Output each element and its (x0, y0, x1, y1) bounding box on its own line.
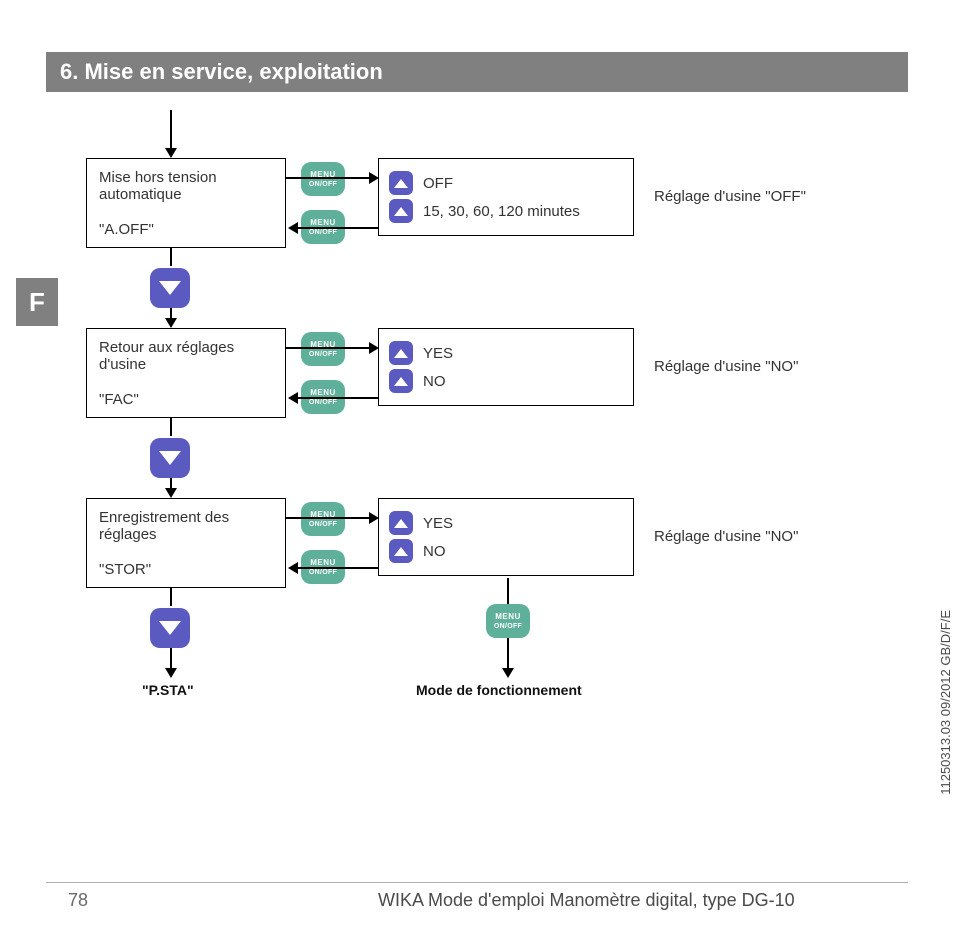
section-title: 6. Mise en service, exploitation (60, 59, 383, 84)
opt-stor-1: NO (423, 543, 446, 560)
opt-row: 15, 30, 60, 120 minutes (389, 199, 623, 223)
opt-aoff-0: OFF (423, 175, 453, 192)
opt-row: OFF (389, 171, 623, 195)
box-aoff-code: "A.OFF" (99, 221, 273, 238)
box-aoff-title: Mise hors tension automatique (99, 169, 273, 203)
box-stor-title: Enregistrement des réglages (99, 509, 273, 543)
arrow-to-mode (498, 638, 518, 680)
opt-row: YES (389, 341, 623, 365)
flowchart: Mise hors tension automatique "A.OFF" ME… (46, 110, 908, 730)
optbox-fac: YES NO (378, 328, 634, 406)
note-fac: Réglage d'usine "NO" (654, 358, 798, 375)
document-code: 11250313.03 09/2012 GB/D/F/E (938, 610, 953, 795)
optbox-stor: YES NO (378, 498, 634, 576)
up-arrow-icon (389, 369, 413, 393)
note-stor: Réglage d'usine "NO" (654, 528, 798, 545)
arrow-to-psta (161, 588, 181, 680)
end-psta: "P.STA" (142, 682, 194, 698)
onoff-label: ON/OFF (494, 623, 522, 630)
box-fac-code: "FAC" (99, 391, 273, 408)
up-arrow-icon (389, 539, 413, 563)
opt-row: NO (389, 539, 623, 563)
menu-button-icon: MENU ON/OFF (486, 604, 530, 638)
optbox-aoff: OFF 15, 30, 60, 120 minutes (378, 158, 634, 236)
footer-rule (46, 882, 908, 883)
opt-aoff-1: 15, 30, 60, 120 minutes (423, 203, 580, 220)
box-stor: Enregistrement des réglages "STOR" (86, 498, 286, 588)
opt-fac-1: NO (423, 373, 446, 390)
section-title-bar: 6. Mise en service, exploitation (46, 52, 908, 92)
opt-row: YES (389, 511, 623, 535)
opt-stor-0: YES (423, 515, 453, 532)
up-arrow-icon (389, 341, 413, 365)
arrow-entry (161, 110, 181, 158)
end-mode: Mode de fonctionnement (416, 682, 582, 698)
menu-label: MENU (495, 613, 521, 621)
opt-fac-0: YES (423, 345, 453, 362)
box-fac-title: Retour aux réglages d'usine (99, 339, 273, 373)
arrows-stor-opt (286, 510, 381, 580)
up-arrow-icon (389, 171, 413, 195)
note-aoff: Réglage d'usine "OFF" (654, 188, 806, 205)
opt-row: NO (389, 369, 623, 393)
box-stor-code: "STOR" (99, 561, 273, 578)
arrows-fac-opt (286, 340, 381, 410)
up-arrow-icon (389, 199, 413, 223)
arrow-2-3 (161, 418, 181, 498)
box-aoff: Mise hors tension automatique "A.OFF" (86, 158, 286, 248)
arrows-aoff-opt (286, 170, 381, 240)
language-tab-label: F (29, 287, 45, 317)
arrow-1-2 (161, 248, 181, 328)
up-arrow-icon (389, 511, 413, 535)
footer-title: WIKA Mode d'emploi Manomètre digital, ty… (378, 890, 795, 911)
box-fac: Retour aux réglages d'usine "FAC" (86, 328, 286, 418)
page-number: 78 (68, 890, 88, 911)
